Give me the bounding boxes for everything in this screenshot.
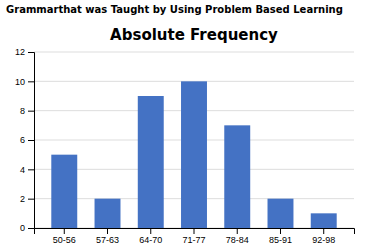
y-tick-label: 8 [20, 106, 25, 116]
bar [138, 96, 164, 228]
x-tick-label: 57-63 [96, 235, 119, 245]
y-tick: 4 [20, 165, 34, 175]
x-tick: 50-56 [53, 228, 76, 245]
bar [51, 155, 77, 228]
x-tick-mark [280, 228, 281, 234]
x-tick-label: 78-84 [226, 235, 249, 245]
y-tick: 10 [15, 77, 34, 87]
x-tick: 64-70 [139, 228, 162, 245]
x-axis: 50-56 57-63 64-70 71-77 78-84 85-91 92-98 [35, 228, 355, 245]
x-tick-mark [107, 228, 108, 234]
chart-container: Grammarthat was Taught by Using Problem … [0, 0, 366, 252]
bar [95, 199, 121, 228]
y-tick-label: 2 [20, 194, 25, 204]
y-tick-mark [28, 81, 34, 82]
y-tick-label: 12 [15, 47, 25, 57]
x-tick-label: 64-70 [139, 235, 162, 245]
y-tick: 0 [20, 223, 34, 233]
y-tick-label: 6 [20, 135, 25, 145]
plot-area: 50-56 57-63 64-70 71-77 78-84 85-91 92-98 0 2 4 6 8… [15, 47, 355, 245]
x-tick-label: 50-56 [53, 235, 76, 245]
y-tick-mark [28, 169, 34, 170]
x-tick-mark [150, 228, 151, 234]
bar [181, 81, 207, 228]
x-tick-label: 71-77 [182, 235, 205, 245]
x-tick-label: 85-91 [269, 235, 292, 245]
bar [311, 213, 337, 228]
y-tick-mark [28, 228, 34, 229]
y-tick: 8 [20, 106, 34, 116]
y-tick-label: 4 [20, 165, 25, 175]
x-tick-mark [194, 228, 195, 234]
grid [34, 52, 354, 228]
x-tick: 71-77 [182, 228, 205, 245]
x-tick: 85-91 [269, 228, 292, 245]
x-tick-mark [323, 228, 324, 234]
x-tick-label: 92-98 [312, 235, 335, 245]
x-axis-line [35, 229, 355, 235]
x-tick: 92-98 [312, 228, 335, 245]
y-tick-mark [28, 199, 34, 200]
y-tick: 12 [15, 47, 34, 57]
x-tick: 57-63 [96, 228, 119, 245]
title: Absolute Frequency [110, 26, 278, 44]
y-tick: 2 [20, 194, 34, 204]
x-tick-mark [237, 228, 238, 234]
bar [268, 199, 294, 228]
grid-line [34, 52, 354, 53]
y-axis: 0 2 4 6 8 10 12 [15, 47, 35, 233]
y-axis-line [28, 53, 35, 229]
bars [51, 81, 336, 228]
y-tick-label: 0 [20, 223, 25, 233]
y-tick: 6 [20, 135, 34, 145]
chart-svg: Grammarthat was Taught by Using Problem … [0, 0, 366, 252]
subtitle: Grammarthat was Taught by Using Problem … [6, 4, 343, 15]
y-tick-mark [28, 111, 34, 112]
x-tick: 78-84 [226, 228, 249, 245]
y-tick-label: 10 [15, 77, 25, 87]
bar [224, 125, 250, 228]
y-tick-mark [28, 140, 34, 141]
x-tick-mark [64, 228, 65, 234]
y-tick-mark [28, 52, 34, 53]
